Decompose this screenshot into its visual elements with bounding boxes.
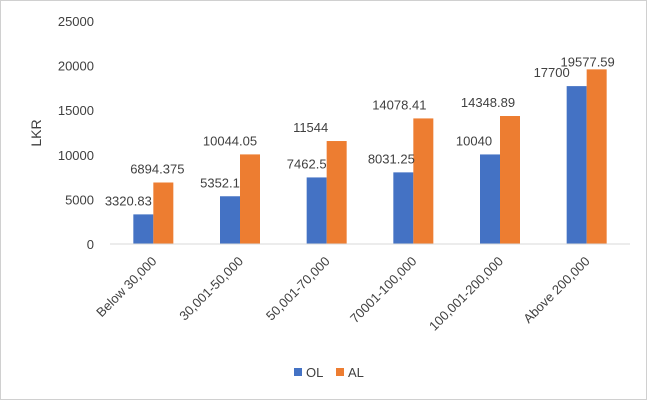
bar-al	[326, 141, 347, 244]
value-label-al: 10044.05	[203, 133, 257, 148]
bar-ol	[566, 86, 587, 244]
y-tick-label: 10000	[58, 148, 94, 163]
value-label-ol: 10040	[456, 133, 492, 148]
value-labels: 3320.83 6894.375 5352.1 10044.05 7462.5 11544…	[105, 54, 615, 208]
bar-ol	[480, 154, 500, 244]
y-tick-label: 15000	[58, 103, 94, 118]
bar-ol	[133, 214, 154, 244]
x-tick-label: 100,001-200,000	[426, 254, 506, 334]
bar-ol	[220, 196, 240, 244]
y-axis-ticks: 0 5000 10000 15000 20000 25000	[58, 14, 94, 252]
bar-al	[153, 182, 174, 244]
value-label-ol: 17700	[534, 65, 570, 80]
legend-label-ol: OL	[306, 365, 323, 380]
value-label-al: 6894.375	[130, 162, 184, 177]
x-tick-label: 30,001-50,000	[176, 254, 246, 324]
value-label-al: 14348.89	[461, 95, 515, 110]
y-tick-label: 5000	[65, 192, 94, 207]
y-axis-title: LKR	[28, 119, 44, 146]
legend: OL AL	[294, 365, 364, 380]
bars	[133, 69, 607, 245]
x-tick-label: Below 30,000	[93, 254, 159, 320]
y-tick-label: 25000	[58, 14, 94, 29]
value-label-al: 11544	[293, 120, 328, 135]
x-tick-label: 70001-100,000	[347, 254, 419, 326]
value-label-ol: 8031.25	[368, 151, 415, 166]
x-tick-label: 50,001-70,000	[263, 254, 333, 324]
bar-al	[586, 69, 607, 245]
value-label-al: 19577.59	[561, 54, 615, 69]
value-label-ol: 7462.5	[287, 156, 327, 171]
bar-ol	[306, 177, 327, 244]
x-tick-label: Above 200,000	[520, 254, 592, 326]
value-label-ol: 3320.83	[105, 193, 152, 208]
bar-al	[413, 118, 434, 244]
bar-al	[500, 116, 520, 244]
y-tick-label: 20000	[58, 59, 94, 74]
value-label-ol: 5352.1	[200, 175, 240, 190]
bar-al	[240, 154, 260, 244]
legend-label-al: AL	[348, 365, 364, 380]
bar-ol	[393, 172, 414, 244]
y-tick-label: 0	[87, 237, 94, 252]
x-axis-ticks: Below 30,000 30,001-50,000 50,001-70,000 70…	[93, 254, 593, 334]
legend-swatch-ol	[294, 368, 302, 376]
legend-swatch-al	[336, 368, 344, 376]
value-label-al: 14078.41	[372, 97, 426, 112]
